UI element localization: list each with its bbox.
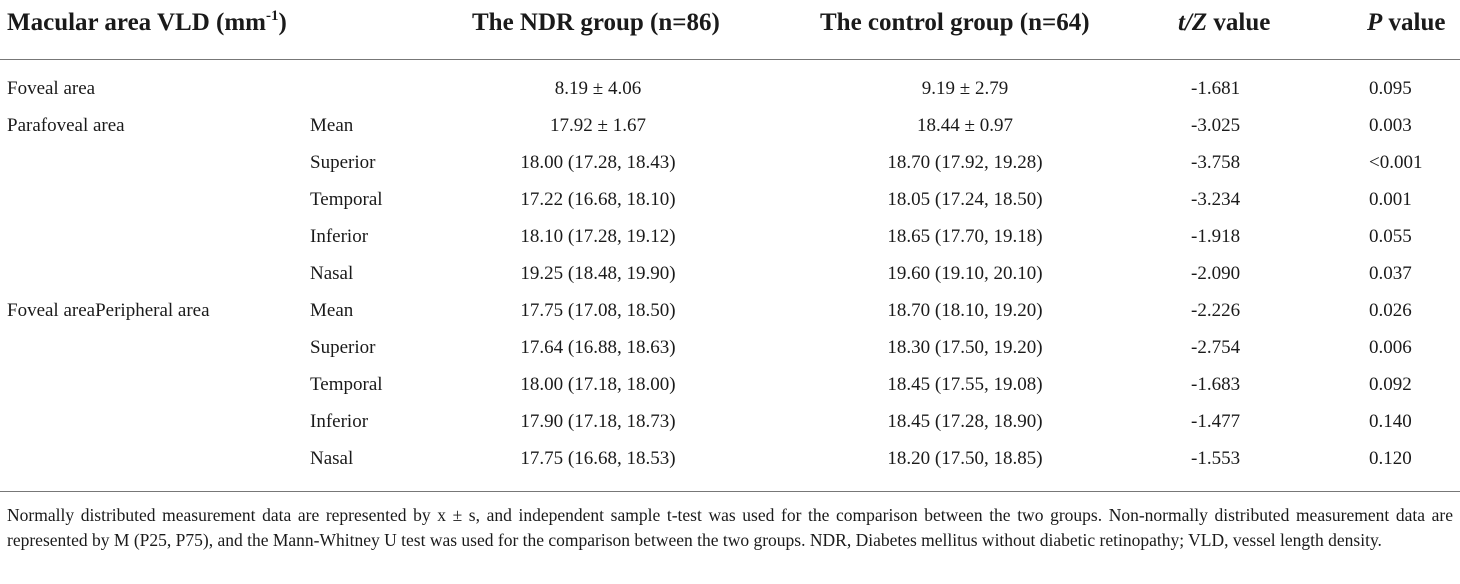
cell-p-value: 0.120 — [1369, 448, 1412, 469]
cell-tz-value: -1.683 — [1191, 374, 1241, 395]
cell-p-value: <0.001 — [1369, 152, 1423, 173]
header-divider — [0, 59, 1460, 60]
cell-subregion: Mean — [310, 115, 354, 136]
header-tz-value: t/Z value — [1178, 9, 1271, 36]
cell-control-value: 18.70 (18.10, 19.20) — [887, 300, 1043, 321]
cell-ndr-value: 17.22 (16.68, 18.10) — [520, 189, 676, 210]
cell-tz-value: -1.477 — [1191, 411, 1241, 432]
cell-subregion: Temporal — [310, 189, 383, 210]
cell-control-value: 18.30 (17.50, 19.20) — [887, 337, 1043, 358]
cell-subregion: Inferior — [310, 411, 369, 432]
cell-subregion: Temporal — [310, 374, 383, 395]
cell-tz-value: -1.681 — [1191, 78, 1241, 99]
cell-tz-value: -3.025 — [1191, 115, 1241, 136]
cell-ndr-value: 18.00 (17.28, 18.43) — [520, 152, 676, 173]
cell-subregion: Inferior — [310, 226, 369, 247]
cell-ndr-value: 19.25 (18.48, 19.90) — [520, 263, 676, 284]
cell-p-value: 0.092 — [1369, 374, 1412, 395]
cell-p-value: 0.003 — [1369, 115, 1412, 136]
cell-control-value: 18.45 (17.28, 18.90) — [887, 411, 1043, 432]
cell-ndr-value: 18.10 (17.28, 19.12) — [520, 226, 676, 247]
cell-ndr-value: 17.92 ± 1.67 — [550, 115, 646, 136]
cell-tz-value: -1.553 — [1191, 448, 1241, 469]
cell-p-value: 0.095 — [1369, 78, 1412, 99]
table-footnote: Normally distributed measurement data ar… — [7, 505, 1453, 550]
cell-control-value: 18.45 (17.55, 19.08) — [887, 374, 1043, 395]
cell-tz-value: -2.090 — [1191, 263, 1241, 284]
cell-p-value: 0.006 — [1369, 337, 1412, 358]
cell-p-value: 0.140 — [1369, 411, 1412, 432]
cell-tz-value: -3.758 — [1191, 152, 1241, 173]
cell-control-value: 18.05 (17.24, 18.50) — [887, 189, 1043, 210]
cell-tz-value: -3.234 — [1191, 189, 1241, 210]
cell-control-value: 18.70 (17.92, 19.28) — [887, 152, 1043, 173]
cell-ndr-value: 8.19 ± 4.06 — [554, 78, 642, 99]
cell-area: Foveal area — [7, 78, 96, 99]
header-control-group: The control group (n=64) — [820, 9, 1090, 36]
cell-ndr-value: 17.75 (17.08, 18.50) — [520, 300, 676, 321]
cell-control-value: 18.65 (17.70, 19.18) — [887, 226, 1043, 247]
cell-ndr-value: 17.64 (16.88, 18.63) — [520, 337, 676, 358]
header-ndr-group: The NDR group (n=86) — [472, 9, 720, 36]
cell-ndr-value: 17.90 (17.18, 18.73) — [520, 411, 676, 432]
cell-area: Parafoveal area — [7, 115, 125, 136]
cell-subregion: Superior — [310, 152, 376, 173]
cell-p-value: 0.037 — [1369, 263, 1412, 284]
cell-p-value: 0.001 — [1369, 189, 1412, 210]
cell-subregion: Superior — [310, 337, 376, 358]
cell-tz-value: -1.918 — [1191, 226, 1241, 247]
header-macular-area: Macular area VLD (mm-1) — [7, 8, 287, 37]
cell-p-value: 0.026 — [1369, 300, 1412, 321]
table-bottom-rule — [0, 491, 1460, 492]
cell-p-value: 0.055 — [1369, 226, 1412, 247]
header-p-value: P value — [1367, 9, 1446, 36]
cell-control-value: 9.19 ± 2.79 — [921, 78, 1009, 99]
cell-control-value: 18.44 ± 0.97 — [917, 115, 1013, 136]
cell-control-value: 19.60 (19.10, 20.10) — [887, 263, 1043, 284]
cell-subregion: Mean — [310, 300, 354, 321]
cell-subregion: Nasal — [310, 448, 354, 469]
cell-ndr-value: 18.00 (17.18, 18.00) — [520, 374, 676, 395]
cell-subregion: Nasal — [310, 263, 354, 284]
cell-ndr-value: 17.75 (16.68, 18.53) — [520, 448, 676, 469]
cell-control-value: 18.20 (17.50, 18.85) — [887, 448, 1043, 469]
cell-tz-value: -2.226 — [1191, 300, 1241, 321]
cell-tz-value: -2.754 — [1191, 337, 1241, 358]
cell-area: Foveal areaPeripheral area — [7, 300, 210, 321]
